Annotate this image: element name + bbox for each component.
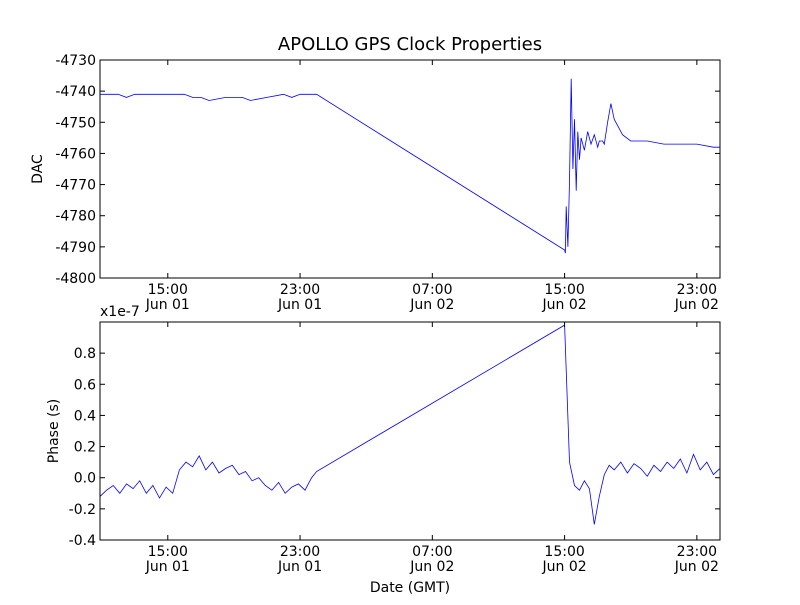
y-tick-label: 0.2 (74, 440, 96, 456)
x-tick-label-time: 15:00 (544, 544, 584, 560)
x-tick-label-date: Jun 01 (145, 559, 190, 575)
x-axis-label: Date (GMT) (370, 580, 450, 596)
x-tick-label-time: 23:00 (280, 544, 320, 560)
x-tick-label-time: 23:00 (677, 544, 717, 560)
x-tick-label-time: 23:00 (677, 282, 717, 298)
dac-series-line (100, 78, 720, 254)
y-tick-label: -4800 (55, 271, 96, 287)
y-tick-label: -4740 (55, 84, 96, 100)
y-tick-label: -4780 (55, 209, 96, 225)
chart-title: APOLLO GPS Clock Properties (278, 34, 542, 55)
axes-frame (99, 321, 721, 541)
x-tick-label-date: Jun 02 (409, 559, 454, 575)
x-tick-label-time: 15:00 (544, 282, 584, 298)
y-tick-label: 0.4 (74, 408, 96, 424)
y-tick-label: 0.8 (74, 346, 96, 362)
y-tick-label: -4770 (55, 178, 96, 194)
x-tick-label-date: Jun 02 (674, 297, 719, 313)
dac-panel: -4800 -4790 -4780 -4770 -4760 -4750 -4740 -4730… (30, 53, 721, 313)
x-tick-label-time: 07:00 (412, 282, 452, 298)
y-axis-label: Phase (s) (46, 399, 62, 463)
x-tick-label-date: Jun 02 (542, 559, 587, 575)
y-tick-label: -0.4 (69, 533, 96, 549)
y-offset-label: x1e-7 (100, 304, 140, 320)
x-tick-label-date: Jun 02 (409, 297, 454, 313)
y-axis-label: DAC (30, 154, 46, 184)
y-tick-label: -4750 (55, 115, 96, 131)
x-tick-label-date: Jun 01 (145, 297, 190, 313)
x-tick-label-date: Jun 02 (542, 297, 587, 313)
x-tick-label-time: 15:00 (148, 544, 188, 560)
x-tick-label-date: Jun 01 (277, 297, 322, 313)
phase-series-line (99, 324, 721, 525)
y-tick-label: -0.2 (69, 502, 96, 518)
x-tick-label-date: Jun 02 (674, 559, 719, 575)
x-tick-label-time: 07:00 (412, 544, 452, 560)
y-tick-label: -4730 (55, 53, 96, 69)
x-tick-label-time: 23:00 (280, 282, 320, 298)
x-tick-label-date: Jun 01 (277, 559, 322, 575)
x-tick-label-time: 15:00 (148, 282, 188, 298)
y-tick-label: 0.6 (74, 377, 96, 393)
y-tick-label: 0.0 (74, 471, 96, 487)
y-tick-label: -4760 (55, 146, 96, 162)
y-tick-label: -4790 (55, 240, 96, 256)
axes-frame (99, 59, 721, 279)
